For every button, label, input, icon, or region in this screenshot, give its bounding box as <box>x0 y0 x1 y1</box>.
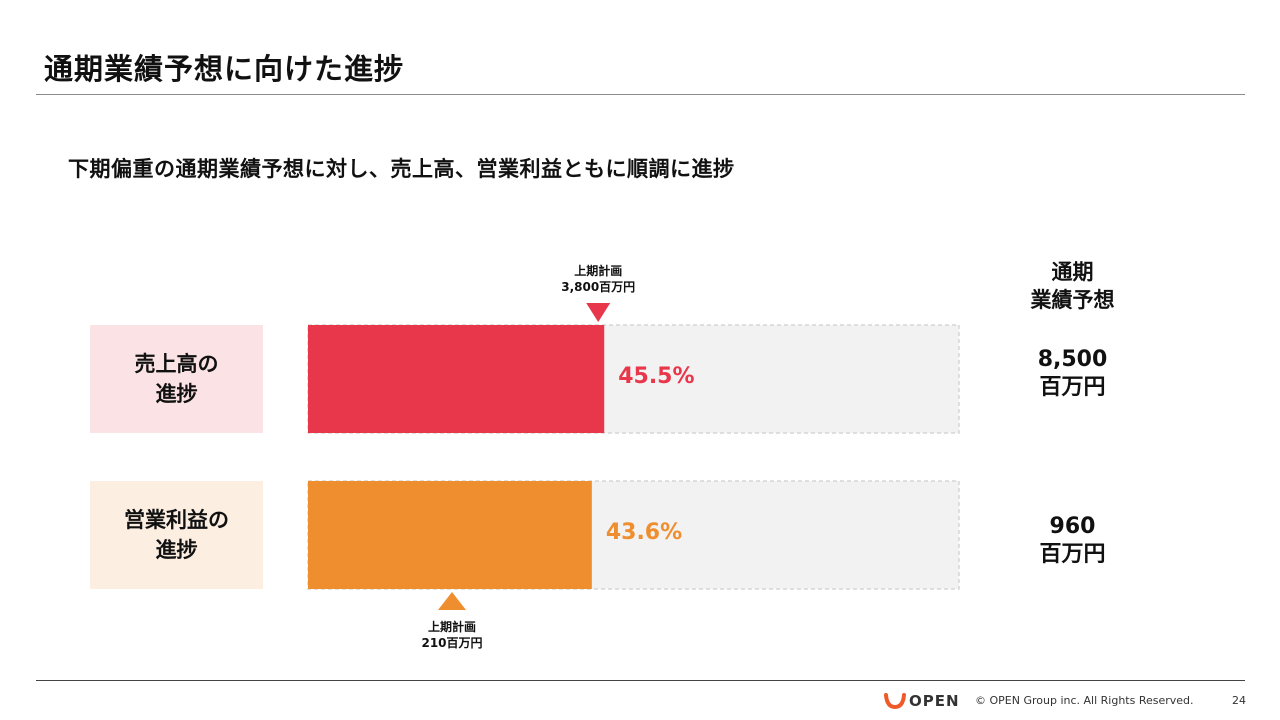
page-title: 通期業績予想に向けた進捗 <box>44 52 405 86</box>
fy-header-line-1: 通期 <box>1051 260 1094 284</box>
footer-divider <box>36 680 1245 681</box>
op-forecast-value: 960 百万円 <box>1000 513 1145 569</box>
op-h1-plan-value: 210百万円 <box>421 636 483 650</box>
sales-label-line-2: 進捗 <box>155 382 198 406</box>
sales-h1-plan-marker <box>586 303 611 322</box>
op-h1-plan-marker <box>438 592 466 610</box>
op-h1-plan-title: 上期計画 <box>427 620 476 634</box>
sales-progress-percent: 45.5% <box>618 364 695 389</box>
company-logo: OPEN <box>884 690 960 712</box>
sales-progress-bar <box>308 325 605 433</box>
fy-header-line-2: 業績予想 <box>1030 288 1115 312</box>
sales-progress-label: 売上高の 進捗 <box>90 325 263 433</box>
copyright-text: © OPEN Group inc. All Rights Reserved. <box>975 694 1194 707</box>
op-forecast-number: 960 <box>1049 514 1096 539</box>
title-divider <box>36 94 1245 95</box>
sales-forecast-number: 8,500 <box>1037 347 1108 372</box>
op-progress-percent: 43.6% <box>605 520 683 545</box>
op-label-line-1: 営業利益の <box>124 508 229 532</box>
page-number: 24 <box>1232 694 1246 707</box>
op-forecast-unit: 百万円 <box>1039 542 1106 567</box>
sales-forecast-unit: 百万円 <box>1039 375 1106 400</box>
sales-h1-plan-label: 上期計画 3,800百万円 <box>561 263 635 295</box>
op-h1-plan-label: 上期計画 210百万円 <box>421 619 482 651</box>
logo-text: OPEN <box>909 692 960 710</box>
sales-h1-plan-value: 3,800百万円 <box>561 280 636 294</box>
op-progress-bar <box>308 481 592 589</box>
sales-label-line-1: 売上高の <box>134 352 219 376</box>
sales-forecast-value: 8,500 百万円 <box>1000 346 1145 402</box>
full-year-forecast-header: 通期 業績予想 <box>1000 258 1145 314</box>
operating-profit-progress-label: 営業利益の 進捗 <box>90 481 263 589</box>
page-subtitle: 下期偏重の通期業績予想に対し、売上高、営業利益ともに順調に進捗 <box>68 157 735 181</box>
op-label-line-2: 進捗 <box>155 538 198 562</box>
logo-mark-icon <box>884 693 906 710</box>
sales-h1-plan-title: 上期計画 <box>574 264 623 278</box>
